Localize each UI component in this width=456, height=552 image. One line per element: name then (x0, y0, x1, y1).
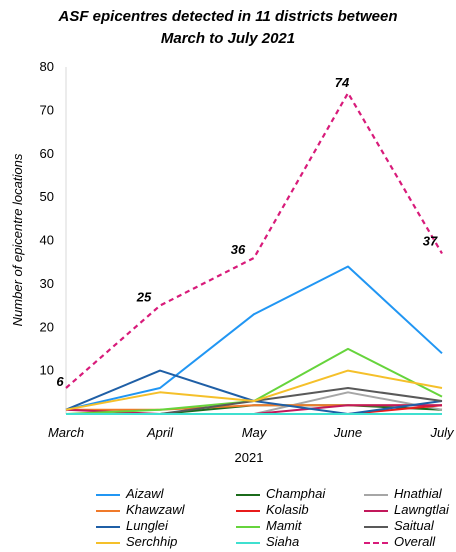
legend-label: Lunglei (126, 518, 168, 533)
legend-label: Khawzawl (126, 502, 185, 517)
legend-swatch (96, 542, 120, 544)
data-label: 37 (423, 234, 438, 249)
data-label: 74 (335, 75, 350, 90)
y-tick-label: 70 (40, 102, 54, 117)
series-line-mamit (65, 347, 443, 415)
legend-label: Hnathial (394, 486, 442, 501)
legend-swatch (236, 494, 260, 496)
series-line-overall (65, 91, 443, 389)
chart-title-line-1: ASF epicentres detected in 11 districts … (58, 8, 398, 25)
legend-label: Champhai (266, 486, 326, 501)
legend-swatch (96, 510, 120, 512)
y-tick-label: 60 (40, 146, 54, 161)
series-lines (65, 91, 443, 415)
y-tick-label: 80 (40, 59, 54, 74)
legend-label: Lawngtlai (394, 502, 449, 517)
y-tick-label: 10 (40, 363, 54, 378)
legend-swatch (96, 526, 120, 528)
y-tick-label: 30 (40, 276, 54, 291)
legend-label: Saitual (394, 518, 434, 533)
line-chart: 10 20 30 40 50 60 70 80 March April May June July 6… (10, 59, 455, 465)
y-tick-label: 20 (40, 319, 54, 334)
y-tick-label: 50 (40, 189, 54, 204)
data-label: 36 (231, 242, 246, 257)
legend-swatch (236, 510, 260, 512)
x-tick-label: March (48, 425, 84, 440)
data-labels: 6 25 36 74 37 (56, 75, 438, 389)
y-tick-label: 40 (40, 233, 54, 248)
legend-swatch (364, 494, 388, 496)
legend-swatch (236, 526, 260, 528)
legend-swatch (364, 526, 388, 528)
legend-swatch (364, 510, 388, 512)
chart-title: ASF epicentres detected in 11 districts … (0, 6, 456, 50)
y-tick-labels: 10 20 30 40 50 60 70 80 (40, 59, 54, 378)
data-label: 6 (56, 374, 64, 389)
x-tick-label: June (333, 425, 362, 440)
legend-swatch (236, 542, 260, 544)
series-line-serchhip (65, 369, 443, 411)
legend-label: Siaha (266, 534, 300, 549)
x-tick-labels: March April May June July (48, 425, 455, 440)
legend-label: Aizawl (126, 486, 164, 501)
x-tick-label: July (429, 425, 455, 440)
legend-swatch (96, 494, 120, 496)
legend-label: Overall (394, 534, 436, 549)
y-axis-title: Number of epicentre locations (10, 153, 25, 326)
x-tick-label: May (242, 425, 268, 440)
legend-label: Mamit (266, 518, 302, 533)
x-axis-title: 2021 (235, 450, 264, 465)
axes (65, 67, 442, 415)
chart-title-line-2: March to July 2021 (160, 30, 296, 47)
legend-swatch (364, 542, 388, 544)
data-label: 25 (136, 290, 152, 305)
legend-label: Serchhip (126, 534, 178, 549)
series-line-aizawl (65, 265, 443, 411)
x-tick-label: April (146, 425, 174, 440)
legend-label: Kolasib (266, 502, 309, 517)
